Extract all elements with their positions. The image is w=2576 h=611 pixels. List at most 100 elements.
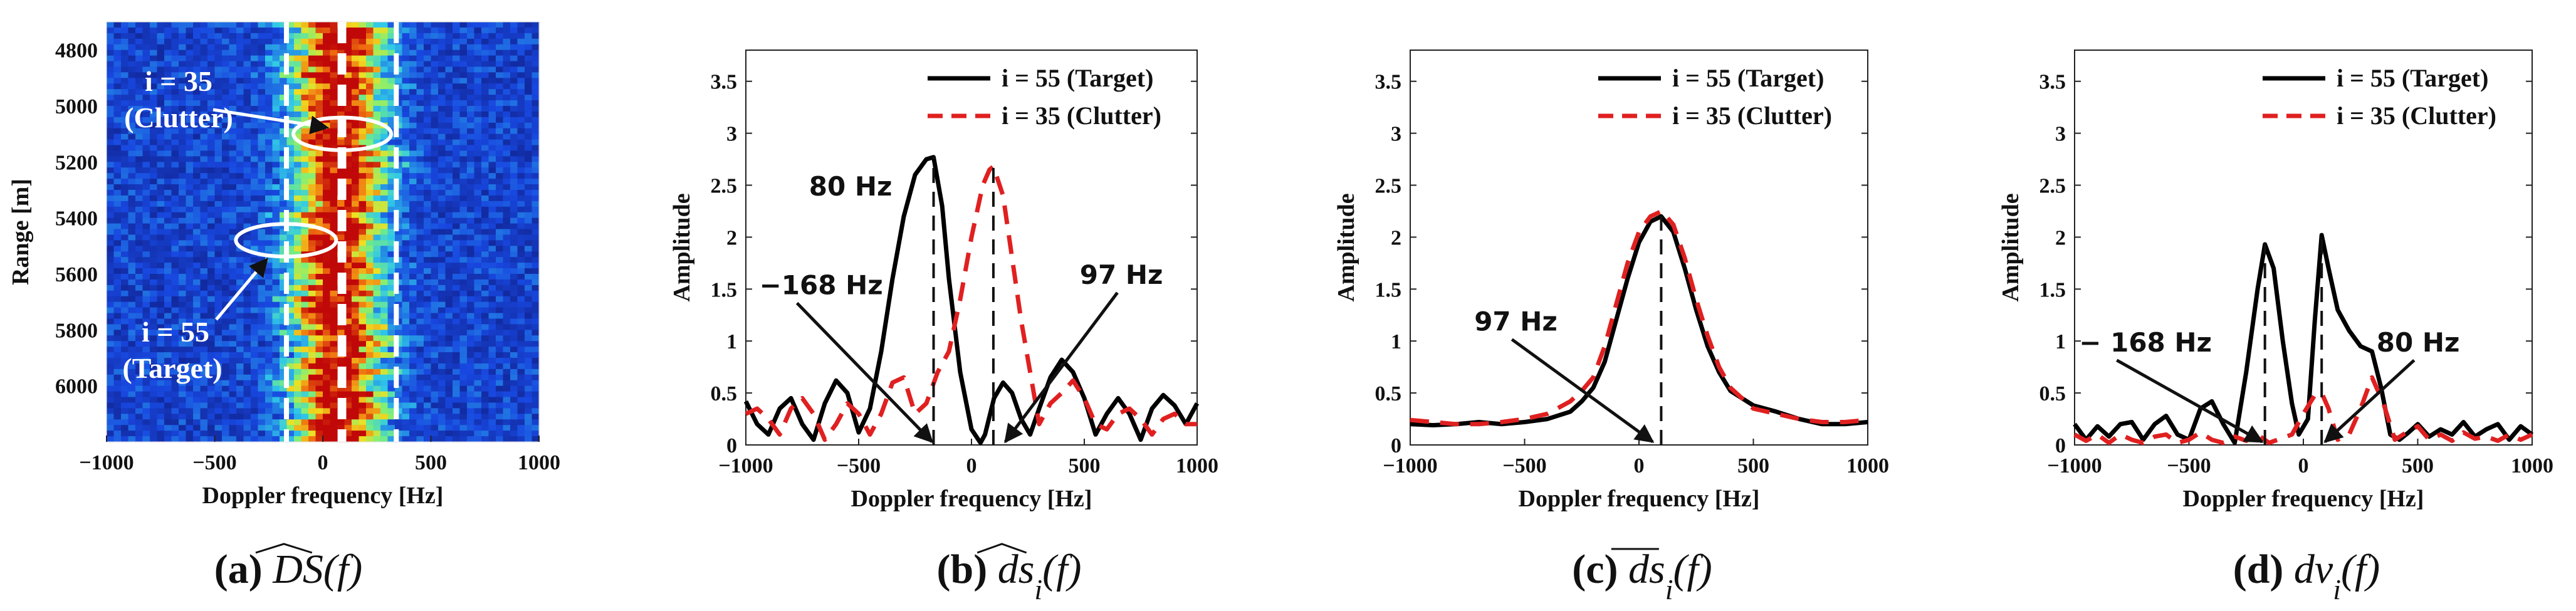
heatmap-cell: [121, 89, 129, 95]
heatmap-cell: [531, 66, 540, 73]
y-tick-label: 5000: [55, 95, 98, 118]
heatmap-cell: [251, 128, 259, 135]
heatmap-cell: [467, 201, 475, 207]
heatmap-cell: [323, 352, 331, 358]
heatmap-cell: [373, 419, 381, 426]
heatmap-cell: [402, 313, 410, 320]
heatmap-cell: [496, 347, 504, 353]
heatmap-cell: [164, 179, 172, 185]
y-tick-label: 0: [1391, 434, 1401, 457]
heatmap-cell: [243, 217, 251, 224]
heatmap-cell: [531, 324, 540, 330]
heatmap-cell: [229, 66, 237, 73]
heatmap-cell: [517, 106, 525, 112]
heatmap-cell: [438, 425, 446, 431]
heatmap-cell: [142, 128, 150, 135]
heatmap-cell: [380, 117, 389, 123]
heatmap-cell: [265, 341, 273, 347]
heatmap-cell: [323, 38, 331, 45]
heatmap-cell: [352, 133, 360, 140]
heatmap-cell: [525, 263, 533, 269]
heatmap-cell: [142, 100, 150, 107]
heatmap-cell: [171, 44, 179, 51]
heatmap-cell: [510, 374, 518, 381]
heatmap-cell: [200, 38, 208, 45]
heatmap-cell: [150, 385, 158, 392]
heatmap-cell: [402, 167, 410, 174]
heatmap-cell: [142, 122, 150, 129]
heatmap-cell: [380, 408, 389, 414]
heatmap-cell: [222, 352, 230, 358]
heatmap-cell: [251, 385, 259, 392]
heatmap-cell: [474, 33, 482, 39]
heatmap-cell: [179, 290, 187, 297]
heatmap-cell: [344, 184, 352, 191]
heatmap-cell: [467, 145, 475, 152]
heatmap-cell: [481, 397, 490, 404]
heatmap-cell: [481, 425, 490, 431]
heatmap-cell: [258, 33, 266, 39]
heatmap-cell: [459, 419, 468, 426]
heatmap-cell: [424, 296, 432, 303]
heatmap-cell: [510, 128, 518, 135]
heatmap-cell: [171, 100, 179, 107]
heatmap-cell: [214, 296, 223, 303]
heatmap-cell: [135, 368, 144, 375]
heatmap-cell: [265, 318, 273, 325]
heatmap-cell: [402, 352, 410, 358]
heatmap-cell: [251, 425, 259, 431]
heatmap-cell: [352, 419, 360, 426]
heatmap-cell: [424, 251, 432, 258]
heatmap-cell: [453, 279, 461, 286]
heatmap-cell: [229, 313, 237, 320]
heatmap-cell: [438, 128, 446, 135]
heatmap-cell: [258, 190, 266, 196]
heatmap-cell: [193, 425, 201, 431]
heatmap-cell: [380, 268, 389, 274]
heatmap-cell: [330, 307, 338, 314]
heatmap-cell: [525, 240, 533, 246]
heatmap-cell: [373, 22, 381, 28]
heatmap-cell: [193, 385, 201, 392]
heatmap-cell: [481, 167, 490, 174]
heatmap-cell: [488, 55, 496, 62]
heatmap-cell: [243, 122, 251, 129]
heatmap-cell: [243, 408, 251, 414]
heatmap-cell: [207, 95, 216, 101]
heatmap-cell: [424, 425, 432, 431]
heatmap-cell: [207, 22, 216, 28]
heatmap-cell: [517, 431, 525, 437]
heatmap-cell: [474, 391, 482, 398]
heatmap-cell: [438, 234, 446, 241]
heatmap-cell: [150, 347, 158, 353]
heatmap-cell: [243, 368, 251, 375]
heatmap-cell: [135, 380, 144, 387]
heatmap-cell: [229, 363, 237, 370]
heatmap-cell: [171, 33, 179, 39]
heatmap-cell: [467, 89, 475, 95]
heatmap-cell: [445, 330, 453, 336]
heatmap-cell: [387, 240, 395, 246]
heatmap-cell: [366, 44, 374, 51]
heatmap-cell: [179, 145, 187, 152]
heatmap-cell: [229, 380, 237, 387]
heatmap-cell: [251, 335, 259, 342]
heatmap-cell: [531, 341, 540, 347]
heatmap-cell: [445, 44, 453, 51]
heatmap-cell: [171, 95, 179, 101]
heatmap-cell: [424, 419, 432, 426]
heatmap-cell: [150, 195, 158, 202]
heatmap-cell: [222, 223, 230, 230]
heatmap-cell: [488, 436, 496, 442]
heatmap-cell: [272, 78, 280, 84]
heatmap-cell: [308, 201, 317, 207]
heatmap-cell: [171, 206, 179, 213]
heatmap-cell: [164, 55, 172, 62]
heatmap-cell: [424, 44, 432, 51]
heatmap-cell: [315, 44, 323, 51]
heatmap-cell: [445, 139, 453, 146]
heatmap-cell: [286, 78, 295, 84]
heatmap-cell: [243, 150, 251, 157]
heatmap-cell: [352, 363, 360, 370]
heatmap-cell: [416, 61, 424, 68]
